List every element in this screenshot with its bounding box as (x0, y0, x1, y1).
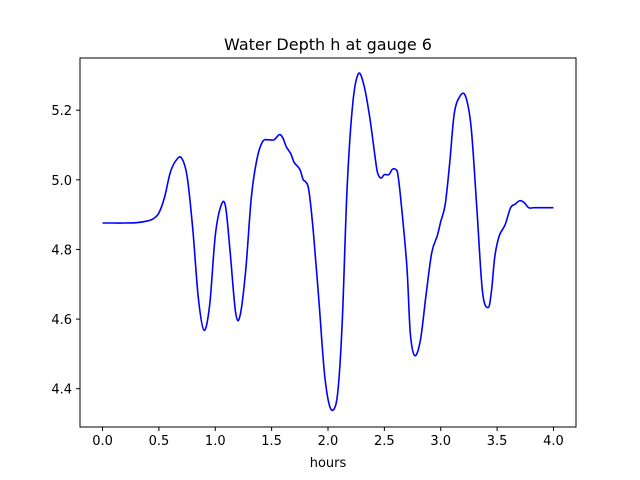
x-tick-label: 4.0 (543, 434, 564, 449)
y-axis: 4.4 4.6 4.8 5.0 5.2 (51, 104, 80, 398)
x-tick-label: 1.5 (261, 434, 282, 449)
y-tick-label: 5.2 (51, 104, 72, 119)
series-line-water-depth (102, 72, 554, 412)
y-tick-label: 5.0 (51, 174, 72, 189)
x-axis: 0.0 0.5 1.0 1.5 2.0 2.5 3.0 3.5 4.0 (92, 427, 564, 449)
x-tick-label: 3.0 (430, 434, 451, 449)
x-tick-label: 2.5 (374, 434, 395, 449)
y-tick-label: 4.4 (51, 383, 72, 398)
x-tick-label: 2.0 (318, 434, 339, 449)
x-tick-label: 0.5 (149, 434, 170, 449)
y-tick-label: 4.8 (51, 243, 72, 258)
x-axis-label: hours (310, 456, 347, 471)
x-tick-label: 3.5 (487, 434, 508, 449)
y-tick-label: 4.6 (51, 313, 72, 328)
x-tick-label: 0.0 (92, 434, 113, 449)
series-layer (102, 72, 554, 412)
chart-title: Water Depth h at gauge 6 (224, 35, 432, 54)
x-tick-label: 1.0 (205, 434, 226, 449)
plot-area (79, 57, 577, 428)
